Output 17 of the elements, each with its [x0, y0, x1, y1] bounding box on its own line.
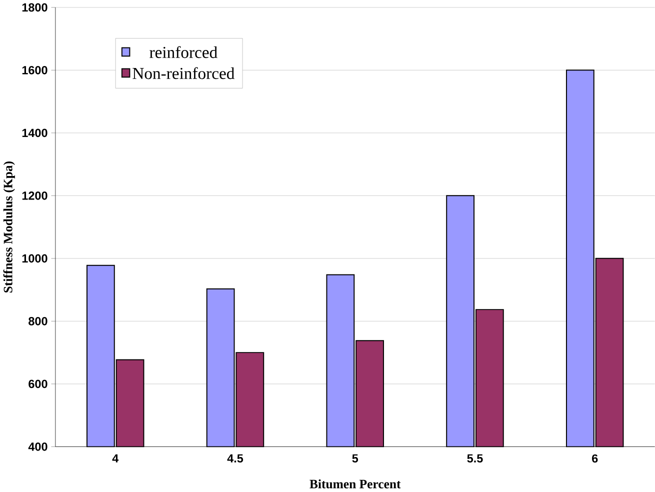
legend-label: Non-reinforced [132, 67, 235, 80]
x-tick-label: 4.5 [227, 454, 244, 463]
x-tick-label: 4 [112, 454, 119, 463]
x-axis-title: Bitumen Percent [310, 480, 401, 489]
y-tick-label: 1800 [22, 3, 48, 12]
y-tick-label: 600 [28, 380, 48, 388]
x-tick-label: 5.5 [467, 454, 483, 463]
y-tick-label: 1600 [22, 66, 48, 74]
y-tick-label: 1200 [22, 192, 48, 200]
x-tick-label: 5 [352, 454, 358, 463]
legend-label: reinforced [150, 46, 218, 58]
x-tick-label: 6 [592, 454, 598, 463]
y-tick-label: 1400 [22, 128, 48, 138]
y-tick-label: 1000 [22, 254, 48, 263]
y-axis-title: Stiffness Modulus (Kpa) [3, 162, 15, 293]
y-tick-label: 800 [28, 317, 48, 326]
y-tick-label: 400 [28, 442, 48, 451]
